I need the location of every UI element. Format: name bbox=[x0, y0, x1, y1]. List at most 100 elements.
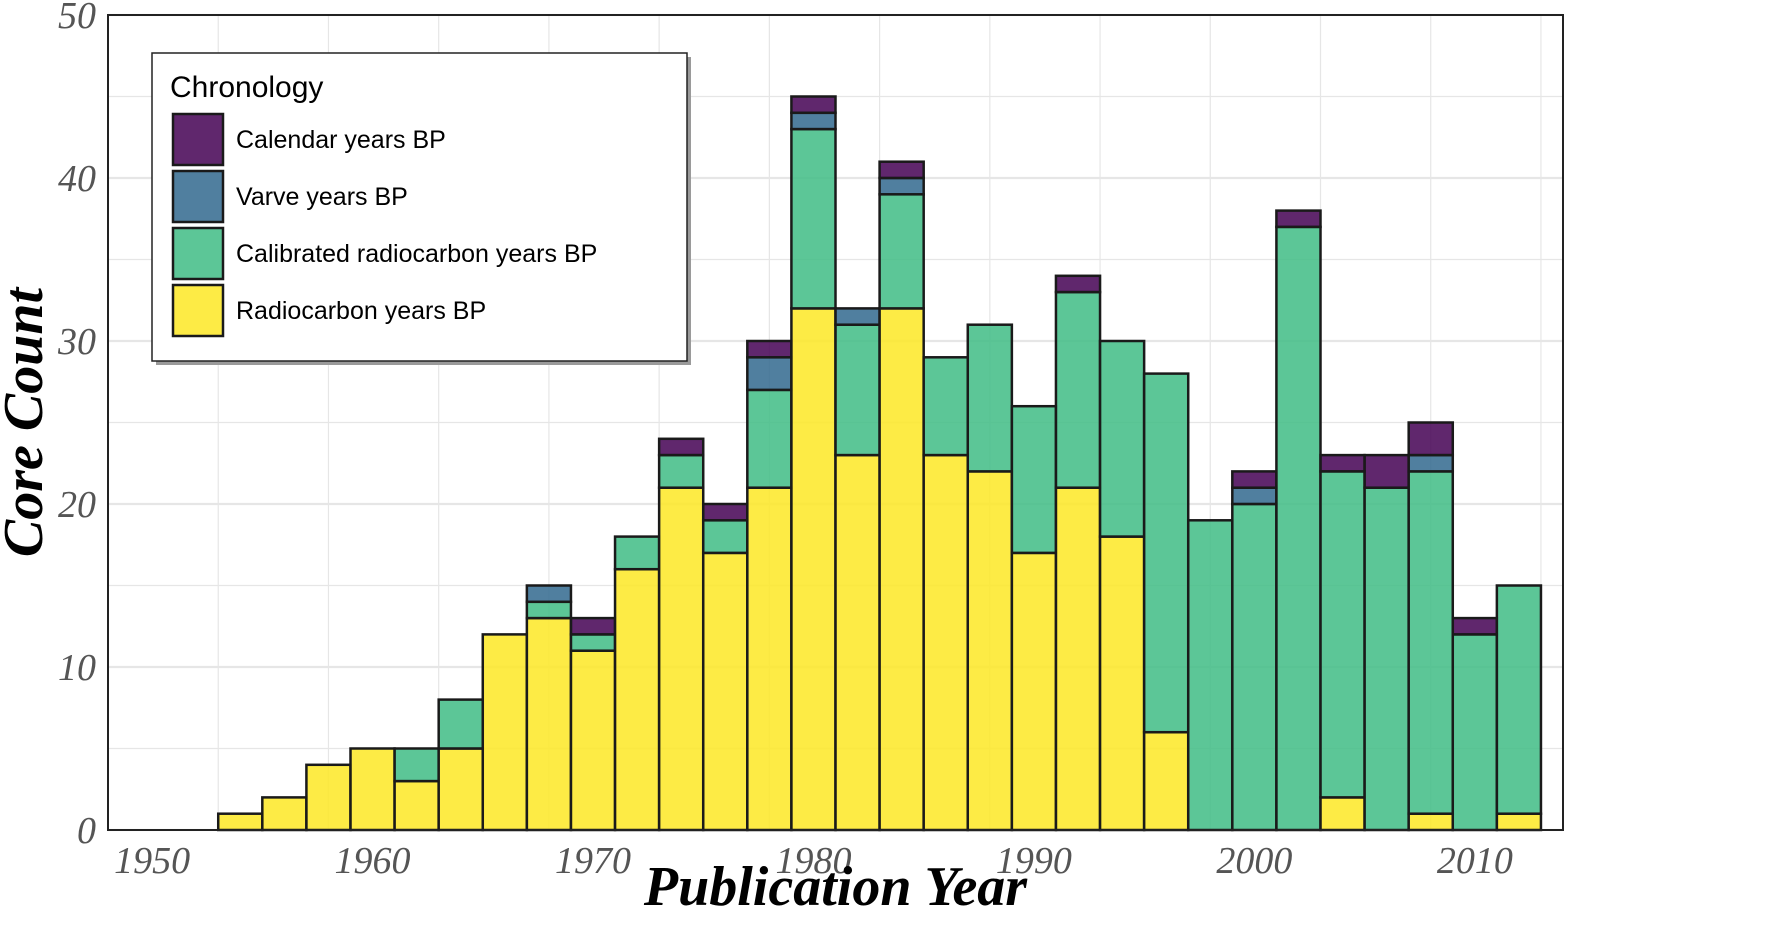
bar-radiocarbon-years-bp bbox=[393, 779, 440, 832]
y-tick-label: 20 bbox=[58, 484, 96, 526]
bar-radiocarbon-years-bp bbox=[613, 567, 661, 832]
bar-radiocarbon-years-bp bbox=[349, 747, 396, 832]
bar-calibrated-radiocarbon-years-bp bbox=[437, 698, 485, 750]
bar-calendar-years-bp bbox=[1407, 421, 1455, 457]
bar-varve-years-bp bbox=[1231, 486, 1278, 506]
x-tick-label: 1970 bbox=[555, 840, 631, 882]
bar-radiocarbon-years-bp bbox=[966, 470, 1014, 832]
bar-calibrated-radiocarbon-years-bp bbox=[1010, 404, 1058, 555]
bar-calibrated-radiocarbon-years-bp bbox=[790, 127, 837, 310]
bar-radiocarbon-years-bp bbox=[790, 307, 837, 832]
legend-label: Calendar years BP bbox=[236, 126, 446, 154]
bar-calibrated-radiocarbon-years-bp bbox=[1275, 225, 1322, 832]
bar-radiocarbon-years-bp bbox=[834, 453, 881, 832]
bar-radiocarbon-years-bp bbox=[569, 649, 617, 832]
legend-swatch bbox=[171, 112, 225, 167]
bar-radiocarbon-years-bp bbox=[657, 486, 705, 832]
bar-calibrated-radiocarbon-years-bp bbox=[834, 323, 881, 457]
x-tick-label: 1950 bbox=[114, 840, 190, 882]
bar-varve-years-bp bbox=[878, 176, 925, 196]
bar-calendar-years-bp bbox=[790, 95, 837, 115]
bar-calibrated-radiocarbon-years-bp bbox=[1054, 290, 1102, 489]
plot-panel-border bbox=[107, 14, 1564, 831]
bar-radiocarbon-years-bp bbox=[746, 486, 793, 832]
y-tick-label: 10 bbox=[58, 647, 96, 689]
x-tick-label: 1990 bbox=[996, 840, 1072, 882]
bar-calibrated-radiocarbon-years-bp bbox=[1142, 372, 1190, 734]
bar-radiocarbon-years-bp bbox=[878, 307, 925, 832]
x-axis-title: Publication Year bbox=[643, 856, 1028, 918]
bar-calibrated-radiocarbon-years-bp bbox=[613, 535, 661, 571]
bar-radiocarbon-years-bp bbox=[1010, 551, 1058, 832]
y-tick-label: 50 bbox=[58, 0, 96, 37]
bar-calibrated-radiocarbon-years-bp bbox=[966, 323, 1014, 473]
y-axis-title: Core Count bbox=[0, 286, 55, 557]
bar-calendar-years-bp bbox=[569, 616, 617, 636]
legend-box bbox=[151, 52, 688, 362]
legend-title: Chronology bbox=[170, 71, 323, 104]
bar-radiocarbon-years-bp bbox=[1098, 535, 1146, 832]
bar-radiocarbon-years-bp bbox=[1319, 796, 1366, 832]
bar-calendar-years-bp bbox=[878, 160, 925, 180]
bar-radiocarbon-years-bp bbox=[305, 763, 352, 832]
legend-swatch bbox=[171, 226, 225, 281]
bar-calibrated-radiocarbon-years-bp bbox=[525, 600, 573, 620]
bar-calibrated-radiocarbon-years-bp bbox=[1098, 339, 1146, 538]
bar-calibrated-radiocarbon-years-bp bbox=[393, 747, 440, 783]
bar-varve-years-bp bbox=[746, 356, 793, 392]
bar-calendar-years-bp bbox=[1275, 209, 1322, 229]
bar-calendar-years-bp bbox=[746, 339, 793, 359]
bar-radiocarbon-years-bp bbox=[1407, 812, 1455, 832]
bar-calendar-years-bp bbox=[1231, 470, 1278, 489]
x-tick-label: 1980 bbox=[775, 840, 851, 882]
legend-swatch bbox=[171, 283, 225, 338]
bar-radiocarbon-years-bp bbox=[261, 796, 308, 832]
bar-varve-years-bp bbox=[525, 584, 573, 604]
bar-calibrated-radiocarbon-years-bp bbox=[569, 633, 617, 652]
bar-calendar-years-bp bbox=[1054, 274, 1102, 294]
bar-calendar-years-bp bbox=[1363, 453, 1410, 489]
bar-calibrated-radiocarbon-years-bp bbox=[1407, 470, 1455, 815]
bar-calibrated-radiocarbon-years-bp bbox=[1186, 519, 1234, 832]
y-tick-label: 30 bbox=[57, 321, 96, 363]
bar-radiocarbon-years-bp bbox=[525, 616, 573, 832]
bar-calibrated-radiocarbon-years-bp bbox=[701, 519, 749, 555]
bar-calendar-years-bp bbox=[701, 502, 749, 522]
y-tick-label: 40 bbox=[58, 158, 96, 200]
bar-calibrated-radiocarbon-years-bp bbox=[922, 356, 970, 457]
bar-radiocarbon-years-bp bbox=[922, 453, 970, 832]
bar-calibrated-radiocarbon-years-bp bbox=[1363, 486, 1410, 832]
bar-calibrated-radiocarbon-years-bp bbox=[1495, 584, 1543, 815]
bar-varve-years-bp bbox=[1407, 453, 1455, 473]
legend-label: Calibrated radiocarbon years BP bbox=[236, 240, 597, 268]
x-tick-label: 2010 bbox=[1437, 840, 1513, 882]
bar-radiocarbon-years-bp bbox=[701, 551, 749, 832]
legend-swatch bbox=[171, 169, 225, 224]
bar-calibrated-radiocarbon-years-bp bbox=[878, 193, 925, 310]
bar-radiocarbon-years-bp bbox=[1142, 730, 1190, 832]
bar-radiocarbon-years-bp bbox=[1054, 486, 1102, 832]
bar-calibrated-radiocarbon-years-bp bbox=[746, 388, 793, 489]
bar-calibrated-radiocarbon-years-bp bbox=[657, 453, 705, 489]
bar-radiocarbon-years-bp bbox=[1495, 812, 1543, 832]
bar-calibrated-radiocarbon-years-bp bbox=[1231, 502, 1278, 832]
bars bbox=[216, 95, 1543, 832]
bar-calibrated-radiocarbon-years-bp bbox=[1451, 633, 1499, 832]
bar-radiocarbon-years-bp bbox=[216, 812, 264, 832]
bar-calendar-years-bp bbox=[1451, 616, 1499, 636]
bar-calibrated-radiocarbon-years-bp bbox=[1319, 470, 1366, 799]
x-tick-label: 2000 bbox=[1216, 840, 1292, 882]
legend-items: Calendar years BP Varve years BP Calibrate… bbox=[171, 112, 597, 338]
bar-radiocarbon-years-bp bbox=[437, 747, 485, 832]
legend-label: Radiocarbon years BP bbox=[236, 297, 486, 325]
bar-radiocarbon-years-bp bbox=[481, 633, 529, 832]
legend: Chronology Calendar years BP Varve years … bbox=[151, 52, 691, 365]
bar-calendar-years-bp bbox=[1319, 453, 1366, 473]
tick-labels: 1950 1960 1970 1980 1990 2000 2010 0 10 20 30 40 50 bbox=[57, 0, 1513, 882]
legend-label: Varve years BP bbox=[236, 183, 408, 211]
bar-calendar-years-bp bbox=[657, 437, 705, 457]
y-tick-label: 0 bbox=[77, 810, 96, 852]
x-tick-label: 1960 bbox=[335, 840, 411, 882]
bar-varve-years-bp bbox=[834, 307, 881, 326]
